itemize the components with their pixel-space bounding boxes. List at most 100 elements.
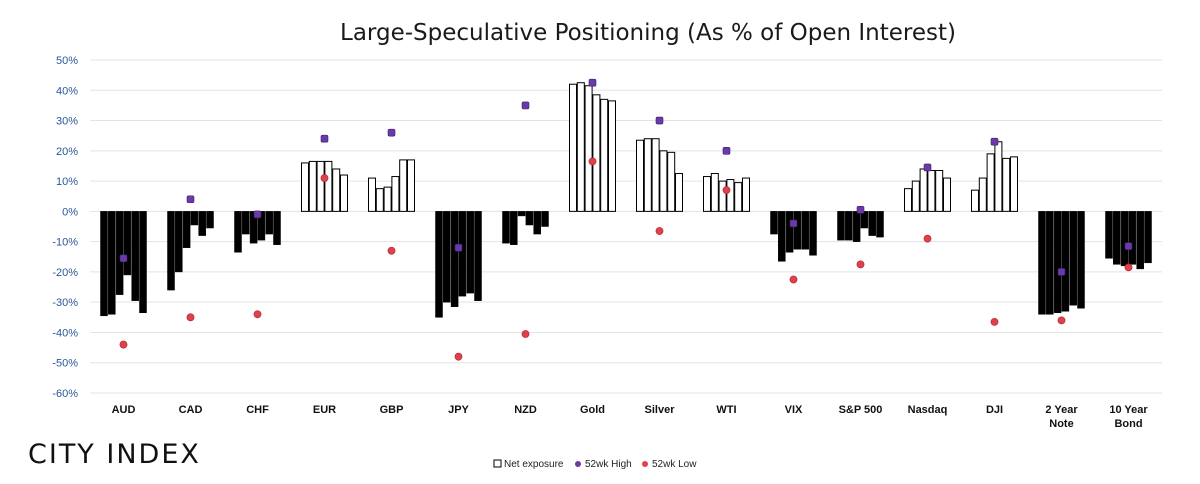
net-exposure-bar [1136, 211, 1144, 270]
category-labels: AUD CAD CHF EUR GBP JPY NZD Gold Silver WTI VIX S&P… [112, 404, 1149, 430]
net-exposure-bar [1038, 211, 1046, 315]
52wk-low-marker [856, 260, 865, 269]
net-exposure-bar [458, 211, 467, 297]
y-tick-label: 0% [62, 206, 78, 218]
net-exposure-bar [636, 139, 644, 212]
net-exposure-bar [592, 94, 601, 212]
52wk-low-marker [990, 317, 999, 326]
net-exposure-bar [742, 177, 750, 212]
52wk-high-marker [454, 243, 463, 252]
52wk-low-marker [454, 352, 463, 361]
52wk-low-marker [1124, 263, 1133, 272]
net-exposure-bar [368, 177, 376, 212]
markers [119, 78, 1133, 361]
net-exposure-bar [123, 211, 132, 276]
52wk-high-marker [722, 147, 731, 155]
52wk-high-marker [521, 101, 530, 110]
net-exposure-bar [734, 182, 743, 212]
net-exposure-bar [1120, 211, 1129, 267]
net-exposure-bar [801, 211, 809, 250]
52wk-high-marker [588, 78, 597, 87]
legend: Net exposure 52wk High 52wk Low [493, 459, 697, 470]
net-exposure-bar [525, 211, 534, 226]
category-label: S&P 500 [839, 404, 883, 416]
net-exposure-bar [466, 211, 474, 294]
net-exposure-bar [576, 82, 585, 212]
net-exposure-bar [242, 211, 250, 235]
52wk-low-marker [521, 330, 530, 338]
net-exposure-bar [541, 211, 549, 227]
net-exposure-bar [1128, 211, 1137, 265]
y-tick-label: -30% [52, 297, 78, 309]
52wk-low-marker [722, 186, 731, 195]
net-exposure-bar [845, 211, 853, 241]
y-axis-ticks: 50% 40% 30% 20% 10% 0% -10% -20% -30% -40% -50% -60… [52, 55, 78, 400]
net-exposure-bar [1046, 211, 1054, 315]
52wk-low-marker [320, 174, 329, 182]
net-exposure-bar [115, 211, 124, 295]
52wk-low-marker [387, 246, 396, 255]
net-exposure-bar [726, 179, 735, 212]
net-exposure-bar [1113, 211, 1121, 265]
net-exposure-bar [443, 211, 451, 303]
y-tick-label: -40% [52, 327, 78, 339]
category-label: DJI [986, 404, 1003, 416]
category-label: Nasdaq [908, 404, 948, 416]
net-exposure-bar [131, 211, 139, 301]
net-exposure-bar [340, 174, 348, 212]
net-exposure-bar [1069, 211, 1077, 306]
net-exposure-bar [198, 211, 206, 236]
net-exposure-bar [986, 153, 995, 212]
net-exposure-bar [383, 186, 392, 212]
net-exposure-bar [375, 188, 384, 212]
52wk-high-marker [119, 254, 128, 263]
net-exposure-bar [643, 138, 652, 212]
net-exposure-bar [919, 168, 928, 212]
y-tick-label: 50% [56, 55, 78, 67]
52wk-high-marker [923, 163, 932, 172]
net-exposure-bar [852, 211, 861, 242]
category-label: 2 Year Note [1045, 404, 1078, 430]
net-exposure-bar [1061, 211, 1070, 312]
y-tick-label: 10% [56, 176, 78, 188]
52wk-high-marker [655, 116, 664, 125]
legend-net-swatch [493, 459, 502, 468]
net-exposure-bar [860, 211, 869, 229]
net-exposure-bar [718, 180, 727, 212]
net-exposure-bar [502, 211, 510, 244]
y-tick-label: -50% [52, 358, 78, 370]
net-exposure-bar [435, 211, 443, 318]
net-exposure-bar [770, 211, 778, 235]
category-label: Gold [580, 404, 605, 416]
net-exposure-bar [474, 211, 482, 301]
52wk-high-marker [253, 210, 262, 219]
net-exposure-bar [778, 211, 786, 262]
52wk-high-marker [186, 195, 195, 204]
net-exposure-bar [809, 211, 817, 256]
net-exposure-bar [1010, 156, 1018, 212]
net-exposure-bar [407, 159, 415, 212]
net-exposure-bar [308, 160, 317, 212]
net-exposure-bar [175, 211, 183, 273]
52wk-high-marker [1057, 268, 1066, 276]
net-exposure-bar [301, 162, 309, 212]
net-exposure-bar [608, 100, 616, 212]
net-exposure-bar [868, 211, 876, 236]
category-label: EUR [313, 404, 336, 416]
net-exposure-bar [332, 168, 341, 212]
net-exposure-bar [399, 159, 408, 212]
net-exposure-bar [510, 211, 518, 245]
52wk-low-marker [923, 234, 932, 243]
net-exposure-bar [139, 211, 147, 314]
52wk-low-marker [119, 340, 128, 349]
net-exposure-bar [533, 211, 541, 235]
net-exposure-bar [793, 211, 802, 250]
legend-low-label: 52wk Low [652, 459, 697, 470]
net-exposure-bar [935, 169, 944, 212]
net-exposure-bar [911, 180, 920, 212]
net-exposure-bar [703, 176, 711, 212]
net-exposure-bar [971, 189, 979, 212]
net-exposure-bar [234, 211, 242, 253]
net-exposure-bar [316, 160, 325, 212]
